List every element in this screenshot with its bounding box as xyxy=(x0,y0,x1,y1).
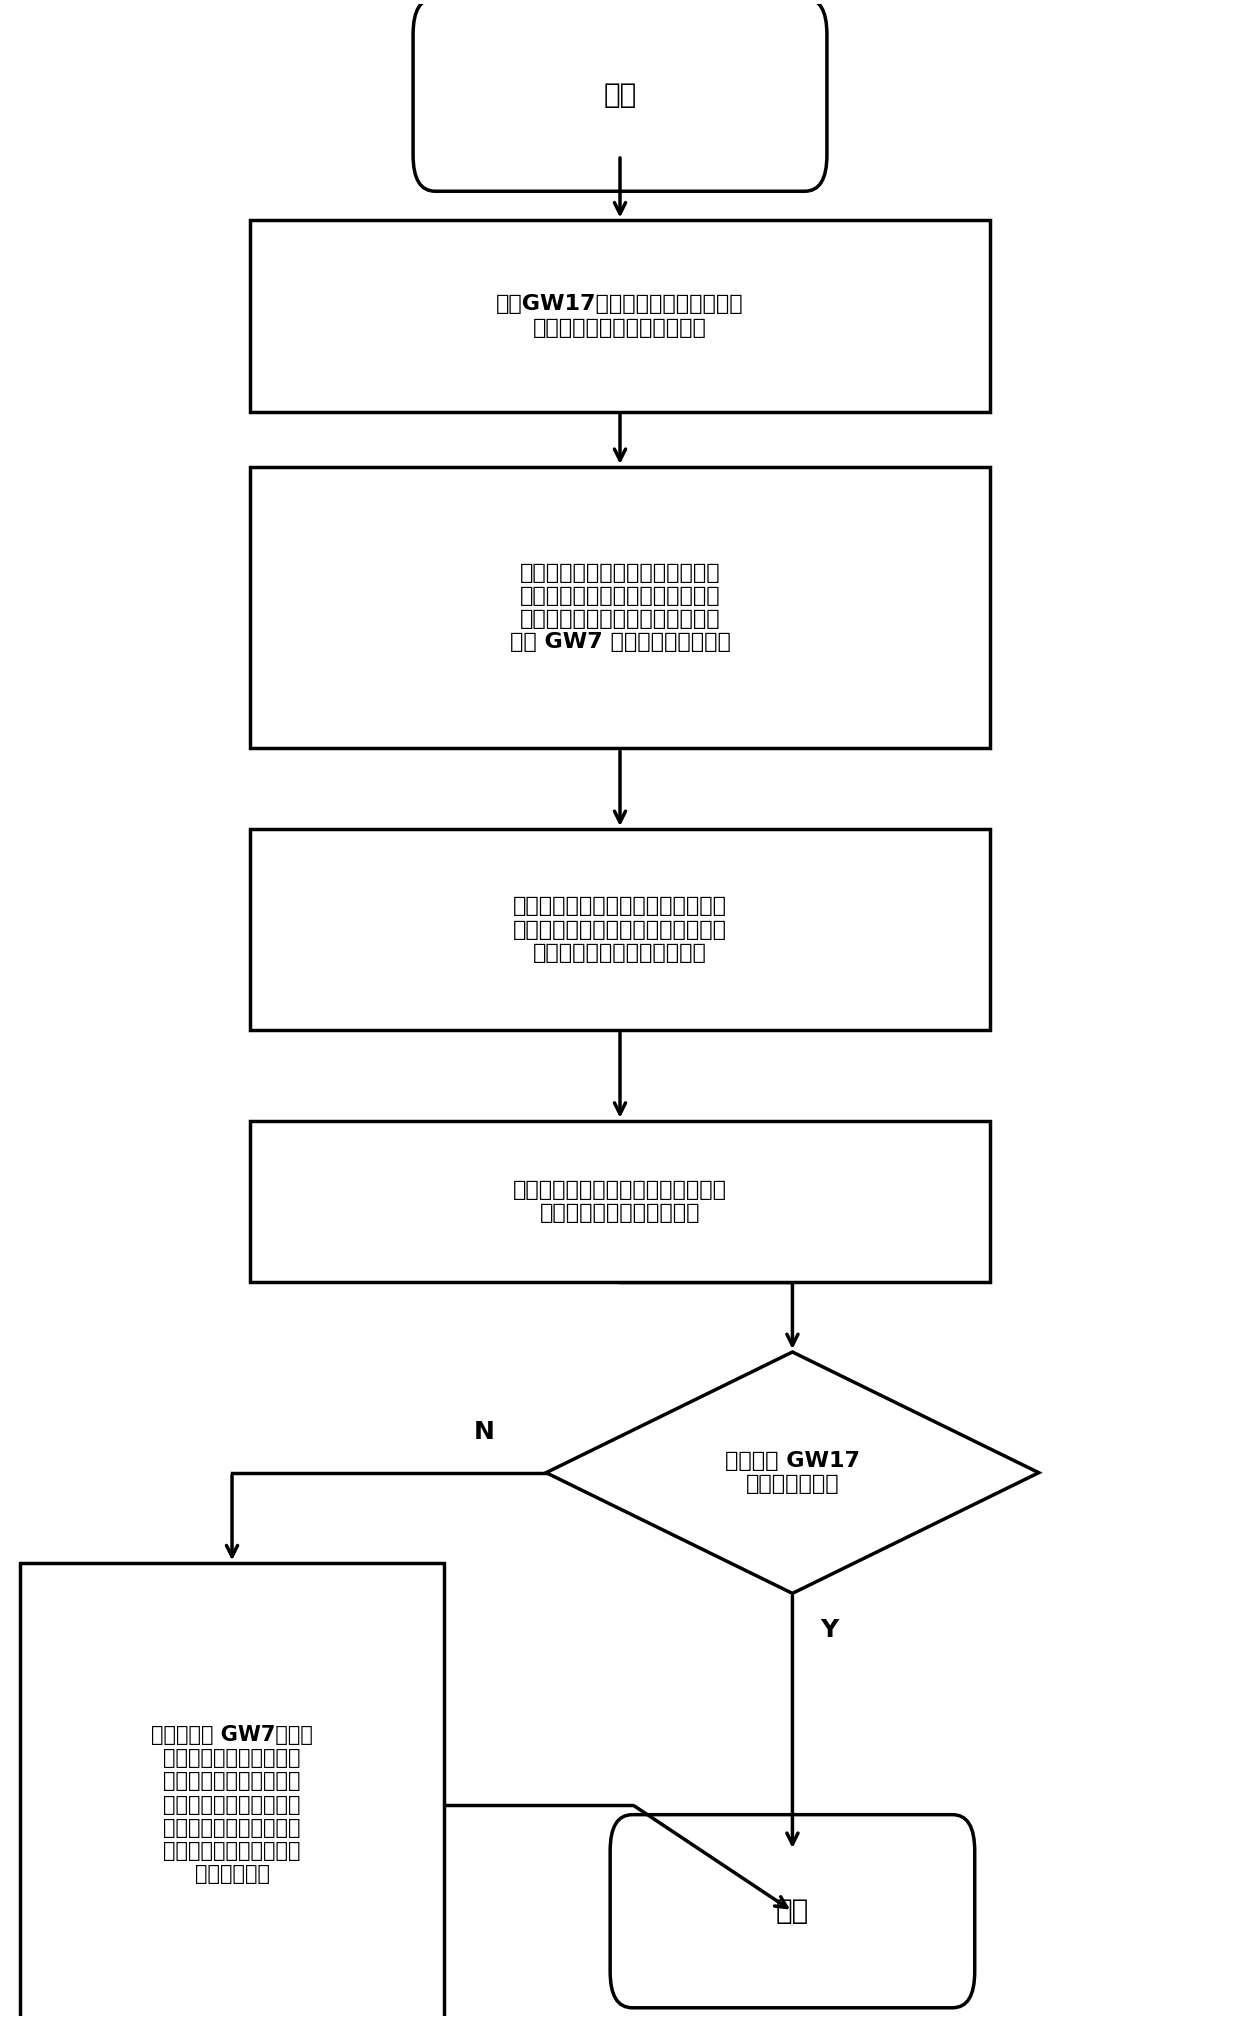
Bar xyxy=(250,220,990,412)
FancyBboxPatch shape xyxy=(413,0,827,192)
Text: N: N xyxy=(474,1420,495,1444)
Text: 核算与整组更换隔离开关相比，减少
现场停电时间和现场工程量: 核算与整组更换隔离开关相比，减少 现场停电时间和现场工程量 xyxy=(513,1180,727,1222)
Bar xyxy=(250,467,990,749)
Text: 现场将原 GW17
型隔离开关改造: 现场将原 GW17 型隔离开关改造 xyxy=(725,1450,859,1495)
FancyBboxPatch shape xyxy=(610,1814,975,2008)
Text: 开始: 开始 xyxy=(604,81,636,109)
Text: Y: Y xyxy=(820,1618,838,1642)
Text: 对原GW17型隔离开关设备本体现场
勘查，确定设备改造中的重点: 对原GW17型隔离开关设备本体现场 勘查，确定设备改造中的重点 xyxy=(496,295,744,337)
Polygon shape xyxy=(546,1351,1039,1594)
Bar xyxy=(250,828,990,1030)
Text: 对改造后的 GW7型隔离
开关触头触指之间的接触
可靠性、动作平稳度，对
两端固定绣缘子冲击力、
合闸回路电际、设备通流
能力等关键技术参数进行
现场试验考核: 对改造后的 GW7型隔离 开关触头触指之间的接触 可靠性、动作平稳度，对 两端固… xyxy=(151,1725,312,1885)
Text: 结束: 结束 xyxy=(776,1897,808,1925)
Text: 根据被改造设备具体状态，实现机构
利旧，静侧绣缘子利旧，分闸后与周
围带电设备满足安全距离要求: 根据被改造设备具体状态，实现机构 利旧，静侧绣缘子利旧，分闸后与周 围带电设备满… xyxy=(513,897,727,964)
Bar xyxy=(250,1121,990,1281)
Text: 通过对被改造隔离开关的现场勘查
和查阅蓝图等相关资料，更改产品
设计结构，使之与现场应用和改造
后的 GW7 型隔离开关尺寸一致: 通过对被改造隔离开关的现场勘查 和查阅蓝图等相关资料，更改产品 设计结构，使之与… xyxy=(510,564,730,652)
Bar xyxy=(20,1563,444,2020)
